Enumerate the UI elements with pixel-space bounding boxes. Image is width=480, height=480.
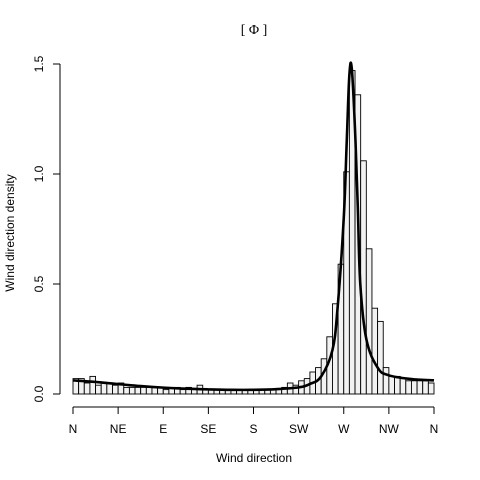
- histogram-bar: [427, 382, 435, 395]
- x-tick-label: NE: [110, 422, 127, 436]
- histogram-bar: [377, 320, 384, 395]
- x-axis-label: Wind direction: [216, 451, 292, 465]
- x-tick-label: NW: [379, 422, 400, 436]
- histogram-bar: [410, 380, 418, 395]
- histogram-bar: [134, 386, 142, 395]
- histogram-bar: [371, 307, 379, 395]
- x-tick-label: W: [338, 422, 350, 436]
- y-axis-label: Wind direction density: [3, 174, 17, 291]
- histogram-bar: [162, 389, 170, 395]
- histogram-bar: [416, 380, 424, 395]
- histogram-bar: [405, 380, 412, 395]
- histogram-bar: [360, 160, 367, 395]
- x-tick-label: SW: [289, 422, 309, 436]
- histogram-bar: [394, 375, 401, 395]
- y-tick-label: 1.0: [32, 165, 46, 182]
- y-tick-label: 1.5: [32, 55, 46, 72]
- histogram-bar: [128, 386, 136, 395]
- histogram-bars: [72, 70, 435, 395]
- x-tick-label: N: [69, 422, 78, 436]
- chart-title: [ Φ ]: [241, 23, 268, 38]
- x-tick-label: E: [159, 422, 167, 436]
- histogram-bar: [382, 367, 390, 395]
- y-axis: 0.0 0.5 1.0 1.5: [32, 55, 61, 402]
- histogram-bar: [145, 386, 153, 395]
- y-tick-label: 0.0: [32, 385, 46, 402]
- histogram-bar: [399, 378, 407, 395]
- histogram-bar: [100, 382, 108, 395]
- histogram-bar: [123, 386, 130, 395]
- x-axis: N NE E SE S SW W NW N: [69, 406, 439, 436]
- x-tick-label: SE: [200, 422, 216, 436]
- histogram-bar: [179, 389, 187, 395]
- histogram-bar: [422, 380, 429, 395]
- histogram-bar: [89, 375, 97, 395]
- histogram-bar: [83, 382, 91, 395]
- histogram-bar: [140, 386, 147, 395]
- y-tick-label: 0.5: [32, 275, 46, 292]
- x-tick-label: N: [430, 422, 439, 436]
- histogram-bar: [365, 248, 373, 395]
- histogram-bar: [95, 384, 102, 395]
- density-curve: [72, 61, 435, 392]
- histogram-bar: [112, 384, 119, 395]
- x-tick-label: S: [249, 422, 257, 436]
- histogram-bar: [388, 375, 395, 395]
